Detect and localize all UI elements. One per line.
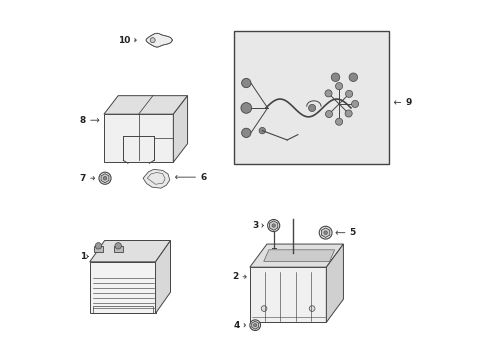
Bar bbox=[233, 31, 388, 164]
Bar bbox=[114, 246, 122, 252]
Circle shape bbox=[308, 306, 314, 311]
Circle shape bbox=[271, 224, 275, 227]
Circle shape bbox=[150, 38, 155, 42]
Polygon shape bbox=[143, 169, 169, 188]
Text: 8: 8 bbox=[80, 116, 86, 125]
Text: 5: 5 bbox=[349, 228, 355, 237]
Circle shape bbox=[351, 100, 358, 108]
Circle shape bbox=[261, 306, 266, 311]
Text: 3: 3 bbox=[252, 221, 258, 230]
Circle shape bbox=[103, 176, 106, 180]
Polygon shape bbox=[249, 244, 343, 267]
Circle shape bbox=[267, 220, 279, 231]
Circle shape bbox=[259, 127, 265, 134]
Circle shape bbox=[348, 73, 357, 81]
Polygon shape bbox=[104, 96, 187, 114]
Polygon shape bbox=[251, 321, 258, 329]
Circle shape bbox=[249, 320, 260, 330]
Text: 1: 1 bbox=[80, 252, 86, 261]
Circle shape bbox=[95, 243, 102, 249]
Circle shape bbox=[345, 90, 352, 98]
Polygon shape bbox=[249, 267, 325, 322]
Circle shape bbox=[241, 103, 251, 113]
Polygon shape bbox=[325, 244, 343, 322]
Circle shape bbox=[253, 324, 256, 327]
Circle shape bbox=[319, 226, 331, 239]
Circle shape bbox=[330, 73, 339, 81]
Circle shape bbox=[345, 110, 351, 117]
Circle shape bbox=[308, 104, 315, 112]
Polygon shape bbox=[321, 228, 329, 238]
Polygon shape bbox=[146, 33, 172, 47]
Circle shape bbox=[115, 243, 121, 249]
Circle shape bbox=[335, 118, 342, 125]
Bar bbox=[94, 246, 103, 252]
Circle shape bbox=[241, 128, 250, 138]
Text: 4: 4 bbox=[233, 321, 240, 330]
Text: 9: 9 bbox=[405, 98, 411, 107]
Polygon shape bbox=[89, 240, 170, 262]
Circle shape bbox=[99, 172, 111, 184]
Polygon shape bbox=[101, 174, 109, 183]
Polygon shape bbox=[104, 114, 173, 162]
Polygon shape bbox=[173, 96, 187, 162]
Text: 2: 2 bbox=[232, 272, 238, 281]
Circle shape bbox=[335, 82, 342, 90]
Circle shape bbox=[241, 78, 250, 88]
Polygon shape bbox=[89, 262, 155, 314]
Circle shape bbox=[325, 90, 331, 97]
Polygon shape bbox=[155, 240, 170, 314]
Polygon shape bbox=[263, 250, 334, 261]
Circle shape bbox=[325, 111, 332, 118]
Polygon shape bbox=[269, 221, 277, 230]
Text: 7: 7 bbox=[80, 174, 86, 183]
Circle shape bbox=[323, 231, 327, 234]
Text: 6: 6 bbox=[200, 173, 206, 182]
Text: 10: 10 bbox=[117, 36, 130, 45]
